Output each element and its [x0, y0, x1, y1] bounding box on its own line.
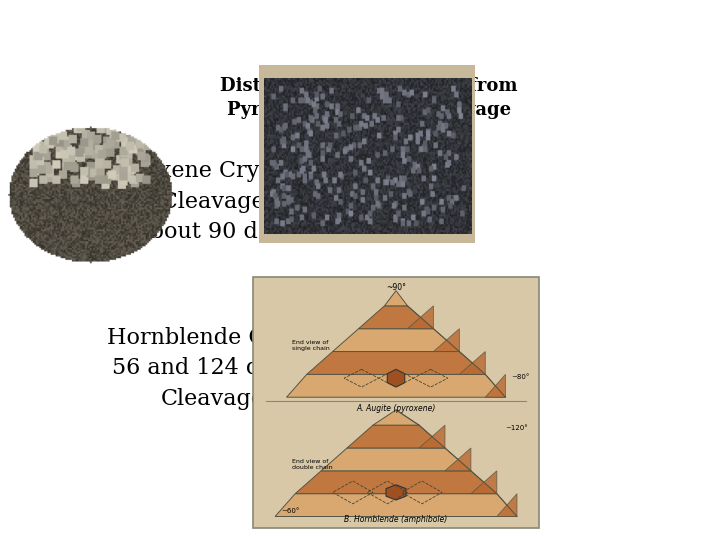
Polygon shape — [445, 448, 471, 471]
Text: A. Augite (pyroxene): A. Augite (pyroxene) — [356, 403, 436, 413]
Polygon shape — [387, 369, 405, 387]
Polygon shape — [275, 494, 517, 516]
Polygon shape — [373, 410, 419, 425]
Polygon shape — [459, 352, 485, 374]
Polygon shape — [295, 471, 497, 494]
Text: Distinguish Hornblende from
Pyroxene Group by cleavage: Distinguish Hornblende from Pyroxene Gro… — [220, 77, 518, 119]
Polygon shape — [287, 374, 505, 397]
Polygon shape — [485, 374, 505, 397]
Text: Pyroxene Crystal
Two Cleavage Faces
at about 90 degrees: Pyroxene Crystal Two Cleavage Faces at a… — [107, 160, 336, 244]
Polygon shape — [497, 494, 517, 516]
Polygon shape — [386, 485, 406, 500]
Polygon shape — [359, 306, 433, 329]
Text: ~120°: ~120° — [505, 424, 528, 431]
Polygon shape — [471, 471, 497, 494]
Polygon shape — [321, 448, 471, 471]
Text: Hornblende Crystal
56 and 124 degree
Cleavages: Hornblende Crystal 56 and 124 degree Cle… — [107, 327, 330, 410]
Text: ~60°: ~60° — [281, 509, 300, 515]
FancyBboxPatch shape — [259, 65, 475, 243]
FancyBboxPatch shape — [253, 276, 539, 528]
Text: ~80°: ~80° — [511, 374, 530, 380]
Polygon shape — [347, 425, 445, 448]
Text: End view of
single chain: End view of single chain — [292, 340, 330, 350]
Polygon shape — [433, 329, 459, 352]
Text: B. Hornblende (amphibole): B. Hornblende (amphibole) — [344, 515, 448, 524]
Polygon shape — [307, 352, 485, 374]
Text: End view of
double chain: End view of double chain — [292, 459, 333, 470]
Polygon shape — [384, 291, 408, 306]
Text: ~90°: ~90° — [386, 283, 406, 292]
Polygon shape — [333, 329, 459, 352]
Polygon shape — [419, 425, 445, 448]
Polygon shape — [408, 306, 433, 329]
